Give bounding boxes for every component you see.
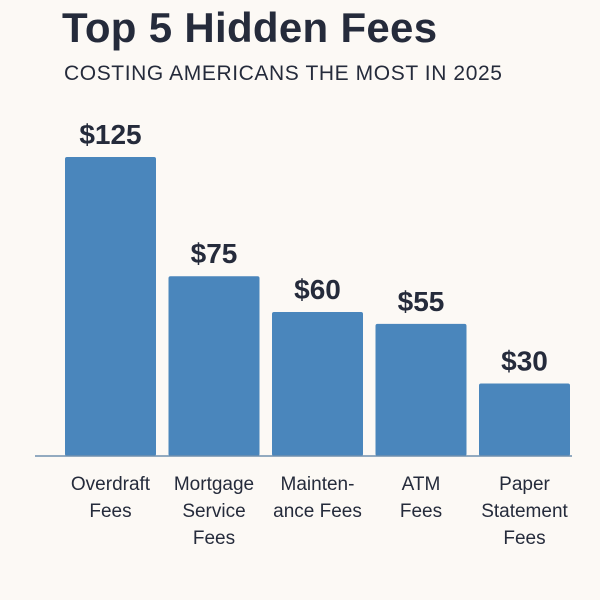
category-label: Statement [481,501,568,522]
category-label: ance Fees [273,501,362,522]
value-label: $75 [191,238,238,269]
category-label: Service [182,501,245,522]
category-label: Fees [503,528,545,549]
category-label: Paper [499,474,550,495]
bar [65,157,156,456]
category-label: Fees [193,528,235,549]
category-label: Mortgage [174,474,254,495]
category-label: Fees [400,501,442,522]
bar [375,323,467,456]
category-label: ATM [402,474,441,495]
category-label: Fees [89,501,131,522]
category-label: Mainten- [281,474,355,495]
value-label: $55 [398,286,445,317]
chart-title: Top 5 Hidden Fees [62,4,438,51]
value-label: $60 [294,274,341,305]
value-label: $125 [79,119,141,150]
category-label: Overdraft [71,474,151,495]
bar [272,311,363,456]
bar [479,383,570,456]
chart-subtitle: COSTING AMERICANS THE MOST IN 2025 [64,62,503,85]
bar [168,276,260,456]
value-label: $30 [501,345,548,376]
